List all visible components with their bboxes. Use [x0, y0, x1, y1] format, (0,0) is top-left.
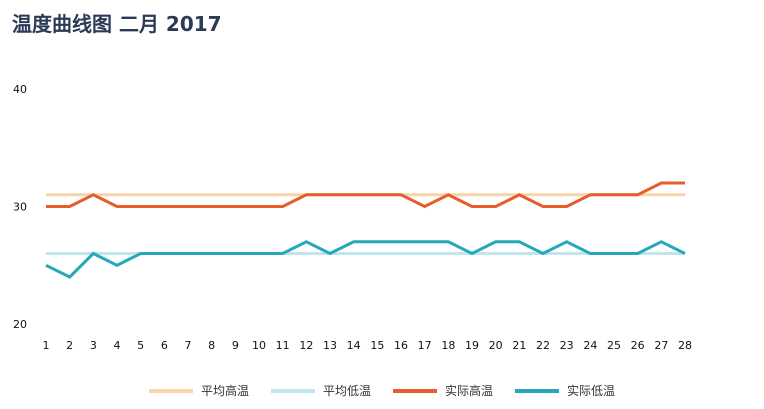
legend-item[interactable]: 平均低温 — [270, 382, 371, 399]
x-tick-label: 14 — [347, 339, 361, 352]
x-tick-label: 24 — [583, 339, 597, 352]
x-tick-label: 16 — [394, 339, 408, 352]
x-tick-label: 10 — [252, 339, 266, 352]
legend-swatch — [270, 388, 315, 393]
x-tick-label: 7 — [185, 339, 192, 352]
x-tick-label: 9 — [232, 339, 239, 352]
series-line-2 — [46, 181, 685, 209]
x-tick-label: 21 — [512, 339, 526, 352]
chart-title: 温度曲线图 二月 2017 — [12, 12, 222, 36]
x-tick-label: 4 — [114, 339, 121, 352]
x-tick-label: 12 — [299, 339, 313, 352]
legend-label: 实际低温 — [567, 384, 616, 398]
y-tick-label: 20 — [13, 318, 27, 331]
legend: 平均高温 平均低温 实际高温 实际低温 — [0, 382, 764, 399]
x-tick-label: 5 — [137, 339, 144, 352]
y-axis-ticks: 20 30 40 — [13, 83, 27, 331]
x-tick-label: 22 — [536, 339, 550, 352]
x-tick-label: 20 — [489, 339, 503, 352]
legend-swatch — [148, 388, 193, 393]
x-tick-label: 13 — [323, 339, 337, 352]
x-axis-ticks: 1 2 3 4 5 6 7 8 9 10 11 12 13 14 15 16 17 18 19 20 21 22 23 24 2… — [43, 339, 693, 352]
series-lines — [45, 181, 686, 279]
x-tick-label: 8 — [208, 339, 215, 352]
x-tick-label: 19 — [465, 339, 479, 352]
legend-item[interactable]: 实际低温 — [515, 382, 615, 399]
y-tick-label: 40 — [13, 83, 27, 96]
legend-label: 平均高温 — [200, 384, 249, 398]
legend-item[interactable]: 平均高温 — [148, 382, 249, 399]
x-tick-label: 27 — [654, 339, 668, 352]
legend-swatch — [515, 388, 560, 393]
legend-item[interactable]: 实际高温 — [393, 382, 493, 399]
x-tick-label: 2 — [66, 339, 73, 352]
x-tick-label: 18 — [441, 339, 455, 352]
x-tick-label: 3 — [90, 339, 97, 352]
x-tick-label: 26 — [631, 339, 645, 352]
y-tick-label: 30 — [13, 201, 27, 214]
legend-label: 平均低温 — [322, 384, 371, 398]
x-tick-label: 11 — [276, 339, 290, 352]
x-tick-label: 1 — [43, 339, 50, 352]
series-line-3 — [45, 240, 686, 279]
legend-swatch — [393, 388, 437, 393]
x-tick-label: 6 — [161, 339, 168, 352]
x-tick-label: 17 — [418, 339, 432, 352]
x-tick-label: 25 — [607, 339, 621, 352]
x-tick-label: 15 — [370, 339, 384, 352]
x-tick-label: 23 — [560, 339, 574, 352]
x-tick-label: 28 — [678, 339, 692, 352]
legend-label: 实际高温 — [445, 384, 494, 398]
